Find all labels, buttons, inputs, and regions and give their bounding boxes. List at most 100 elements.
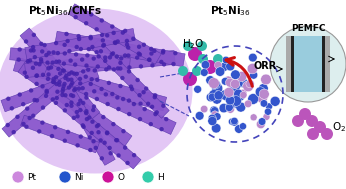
- Circle shape: [208, 93, 217, 101]
- Circle shape: [231, 70, 240, 79]
- Circle shape: [21, 122, 26, 126]
- Polygon shape: [13, 57, 167, 111]
- Circle shape: [54, 101, 58, 105]
- Circle shape: [138, 117, 142, 121]
- Circle shape: [60, 89, 65, 93]
- Circle shape: [65, 39, 70, 43]
- Circle shape: [142, 171, 154, 183]
- Circle shape: [28, 58, 32, 63]
- Circle shape: [138, 52, 142, 57]
- Circle shape: [201, 61, 210, 69]
- Circle shape: [81, 123, 85, 128]
- Circle shape: [39, 42, 44, 46]
- Circle shape: [213, 54, 223, 64]
- Circle shape: [88, 148, 92, 152]
- Circle shape: [164, 117, 169, 121]
- Circle shape: [118, 66, 122, 71]
- Text: O$_2$: O$_2$: [332, 120, 346, 134]
- Circle shape: [84, 21, 88, 26]
- Circle shape: [233, 91, 244, 102]
- Circle shape: [143, 107, 147, 111]
- Circle shape: [80, 57, 84, 62]
- Circle shape: [123, 29, 127, 33]
- Circle shape: [127, 98, 131, 103]
- Circle shape: [299, 108, 311, 120]
- Circle shape: [75, 143, 80, 148]
- Circle shape: [200, 105, 208, 113]
- Circle shape: [212, 94, 222, 104]
- Circle shape: [41, 105, 45, 110]
- Circle shape: [70, 70, 74, 75]
- Circle shape: [73, 87, 78, 91]
- Polygon shape: [10, 48, 130, 70]
- Circle shape: [69, 93, 73, 97]
- Circle shape: [314, 121, 326, 133]
- Circle shape: [248, 53, 257, 62]
- Circle shape: [89, 35, 93, 39]
- Circle shape: [101, 43, 106, 48]
- Circle shape: [90, 45, 94, 49]
- Circle shape: [64, 74, 69, 78]
- Circle shape: [46, 77, 50, 81]
- Circle shape: [123, 53, 127, 58]
- Circle shape: [78, 81, 82, 86]
- Circle shape: [92, 104, 96, 109]
- Circle shape: [84, 95, 89, 100]
- Text: Pt: Pt: [27, 173, 36, 181]
- Circle shape: [197, 41, 207, 51]
- Circle shape: [91, 108, 95, 112]
- Circle shape: [306, 115, 318, 127]
- Circle shape: [41, 73, 45, 77]
- Circle shape: [6, 97, 10, 101]
- Bar: [291, 36, 294, 92]
- Circle shape: [81, 69, 85, 74]
- Circle shape: [260, 100, 268, 107]
- Bar: [322, 36, 325, 92]
- Circle shape: [226, 62, 235, 71]
- Circle shape: [77, 37, 81, 41]
- Circle shape: [85, 53, 90, 58]
- Circle shape: [18, 92, 22, 97]
- Circle shape: [240, 91, 247, 98]
- Circle shape: [63, 93, 67, 98]
- Circle shape: [54, 82, 59, 86]
- Circle shape: [94, 50, 99, 54]
- Circle shape: [73, 15, 78, 19]
- Circle shape: [55, 90, 60, 94]
- Circle shape: [123, 145, 127, 150]
- Circle shape: [229, 81, 240, 92]
- Circle shape: [139, 64, 143, 69]
- Circle shape: [118, 61, 122, 65]
- Circle shape: [220, 90, 231, 100]
- Circle shape: [69, 104, 74, 108]
- Circle shape: [52, 77, 56, 81]
- Circle shape: [106, 102, 110, 106]
- Circle shape: [102, 43, 106, 47]
- Circle shape: [115, 95, 120, 100]
- Circle shape: [126, 53, 130, 58]
- Circle shape: [142, 90, 146, 94]
- Circle shape: [69, 77, 74, 82]
- Circle shape: [249, 64, 257, 72]
- Circle shape: [105, 131, 109, 135]
- Circle shape: [258, 84, 268, 93]
- Circle shape: [173, 51, 177, 55]
- Circle shape: [63, 76, 67, 80]
- Circle shape: [29, 88, 33, 93]
- Circle shape: [105, 33, 109, 38]
- Circle shape: [226, 78, 235, 87]
- Circle shape: [79, 134, 83, 139]
- Circle shape: [24, 125, 29, 129]
- Circle shape: [91, 139, 96, 143]
- Circle shape: [150, 63, 155, 68]
- Text: ORR: ORR: [253, 61, 276, 71]
- Circle shape: [137, 93, 142, 97]
- Bar: [325, 36, 330, 92]
- Circle shape: [52, 80, 56, 84]
- Circle shape: [111, 51, 115, 56]
- Circle shape: [226, 102, 234, 111]
- Circle shape: [92, 68, 97, 73]
- Circle shape: [46, 66, 51, 70]
- Circle shape: [235, 79, 243, 88]
- Circle shape: [153, 112, 158, 116]
